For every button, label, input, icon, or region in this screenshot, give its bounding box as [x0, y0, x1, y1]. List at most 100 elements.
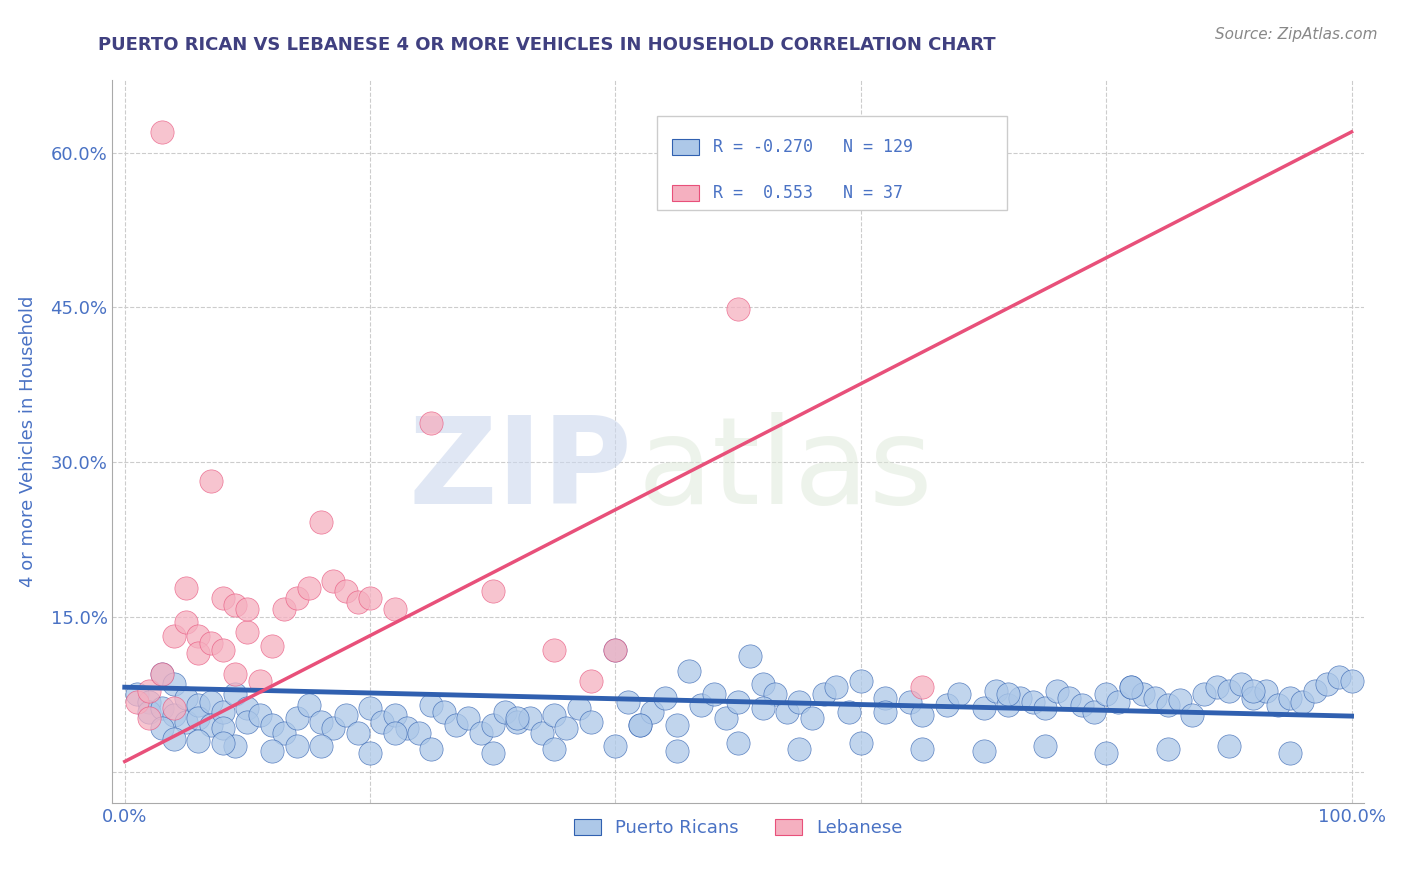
Point: [616, 695, 638, 709]
Point: [163, 629, 186, 643]
Point: [997, 698, 1019, 712]
Point: [1059, 690, 1081, 705]
Point: [935, 698, 957, 712]
Point: [187, 711, 209, 725]
Point: [530, 725, 553, 739]
Point: [506, 715, 529, 730]
Point: [212, 722, 235, 736]
Point: [1033, 739, 1056, 753]
Point: [1168, 692, 1191, 706]
Point: [911, 680, 934, 694]
Point: [1241, 690, 1264, 705]
Point: [285, 739, 308, 753]
Point: [420, 742, 443, 756]
Point: [359, 701, 381, 715]
Point: [1010, 690, 1032, 705]
Point: [506, 711, 529, 725]
Point: [690, 698, 713, 712]
Point: [1303, 684, 1326, 698]
Point: [911, 742, 934, 756]
Point: [150, 722, 173, 736]
Text: PUERTO RICAN VS LEBANESE 4 OR MORE VEHICLES IN HOUSEHOLD CORRELATION CHART: PUERTO RICAN VS LEBANESE 4 OR MORE VEHIC…: [98, 36, 995, 54]
Point: [384, 601, 406, 615]
Point: [371, 715, 394, 730]
Point: [212, 705, 235, 719]
Point: [187, 734, 209, 748]
Point: [1291, 695, 1313, 709]
Point: [309, 515, 332, 529]
Point: [285, 711, 308, 725]
Point: [519, 711, 541, 725]
Point: [714, 711, 737, 725]
Point: [727, 302, 749, 317]
Point: [224, 666, 246, 681]
Point: [187, 698, 209, 712]
Point: [335, 584, 357, 599]
Point: [727, 736, 749, 750]
Point: [751, 701, 773, 715]
Point: [875, 705, 897, 719]
Point: [260, 718, 283, 732]
Point: [1194, 687, 1216, 701]
Point: [1095, 746, 1118, 760]
Point: [322, 574, 344, 588]
Point: [236, 625, 259, 640]
Point: [420, 416, 443, 430]
Point: [150, 701, 173, 715]
Point: [395, 722, 418, 736]
Point: [408, 725, 430, 739]
Point: [984, 684, 1007, 698]
Point: [1218, 684, 1240, 698]
Point: [1254, 684, 1277, 698]
Point: [849, 736, 872, 750]
Point: [1156, 698, 1178, 712]
Point: [249, 673, 271, 688]
Point: [224, 739, 246, 753]
Point: [543, 708, 565, 723]
Point: [654, 690, 676, 705]
Point: [322, 722, 344, 736]
Text: R = -0.270   N = 129: R = -0.270 N = 129: [713, 138, 912, 156]
Point: [1033, 701, 1056, 715]
Point: [273, 725, 295, 739]
Point: [212, 643, 235, 657]
Point: [763, 687, 786, 701]
Point: [224, 687, 246, 701]
Point: [125, 695, 148, 709]
Point: [825, 680, 848, 694]
Point: [174, 690, 197, 705]
Point: [1218, 739, 1240, 753]
Point: [347, 725, 370, 739]
FancyBboxPatch shape: [657, 117, 1007, 211]
Point: [579, 673, 602, 688]
Point: [1156, 742, 1178, 756]
Point: [605, 643, 627, 657]
Text: Source: ZipAtlas.com: Source: ZipAtlas.com: [1215, 27, 1378, 42]
Point: [420, 698, 443, 712]
Point: [948, 687, 970, 701]
Point: [997, 687, 1019, 701]
Point: [1279, 746, 1302, 760]
Point: [1021, 695, 1043, 709]
Point: [150, 125, 173, 139]
Point: [579, 715, 602, 730]
Point: [800, 711, 823, 725]
Point: [249, 708, 271, 723]
Point: [163, 701, 186, 715]
Point: [309, 739, 332, 753]
Point: [260, 744, 283, 758]
Point: [1144, 690, 1167, 705]
FancyBboxPatch shape: [672, 186, 699, 202]
Point: [973, 744, 995, 758]
Point: [1181, 708, 1204, 723]
Point: [543, 643, 565, 657]
Point: [543, 742, 565, 756]
Point: [628, 718, 651, 732]
Point: [1107, 695, 1129, 709]
Point: [187, 629, 209, 643]
Point: [138, 695, 160, 709]
Point: [776, 705, 799, 719]
Point: [359, 746, 381, 760]
Text: R =  0.553   N = 37: R = 0.553 N = 37: [713, 185, 903, 202]
Point: [973, 701, 995, 715]
